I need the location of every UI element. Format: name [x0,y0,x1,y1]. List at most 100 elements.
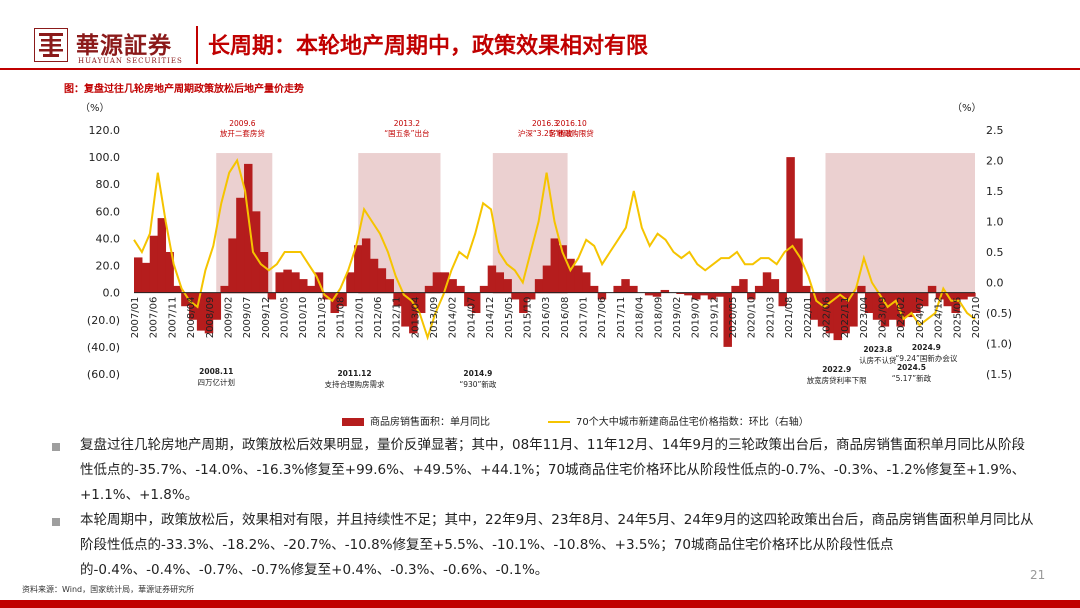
x-axis-tick: 2014/12 [485,297,496,339]
sales-bar [204,292,214,334]
left-axis-tick: 60.0 [96,205,121,218]
sales-bar [416,292,426,313]
annotation-date: 2008.11 [199,367,233,376]
left-axis-tick: 80.0 [96,178,121,191]
sales-bar [967,292,976,297]
sales-bar [534,279,544,293]
legend-line-swatch [548,421,570,423]
sales-bar [723,292,732,347]
x-axis-tick: 2015/05 [504,297,515,339]
annotation-text: 支持合理购房需求 [325,379,385,389]
sales-bar [377,268,387,293]
x-axis-tick: 2007/06 [149,297,160,339]
sales-bar [589,285,599,293]
legend-bar-label: 商品房销售面积：单月同比 [370,417,490,428]
x-axis-tick: 2014/02 [448,297,459,339]
sales-bar [495,272,505,293]
x-axis-tick: 2022/11 [840,297,851,339]
sales-bar [849,292,858,327]
annotation-text: 放宽房贷利率下限 [807,375,867,385]
policy-shade-region [825,153,975,294]
sales-bar [959,292,968,300]
legend-line: 70个大中城市新建商品住宅价格指数：环比（右轴） [548,413,809,428]
x-axis-tick: 2010/05 [280,297,291,339]
sales-bar [927,285,937,293]
sales-bar [259,252,269,293]
sales-bar [621,279,630,293]
sales-bar [794,238,803,293]
sales-bar [511,292,520,300]
bullet-icon [52,518,60,526]
x-axis-tick: 2009/07 [242,297,253,339]
right-axis-tick: 1.5 [986,185,1004,198]
x-axis-tick: 2016/08 [560,297,571,339]
sales-bar [597,292,607,300]
x-axis-tick: 2010/10 [298,297,309,339]
sales-bar [754,285,764,293]
sales-bar [715,292,725,297]
sales-bar [456,285,465,293]
figure-title: 图：复盘过往几轮房地产周期政策放松后地产量价走势 [64,84,304,95]
policy-chart: 120.0 100.0 80.0 60.0 40.0 20.0 0.0 (20.0) (40.0… [87,119,1012,389]
sales-bar [526,292,536,300]
sales-bar [354,245,363,293]
x-axis-tick: 2007/11 [167,297,178,339]
left-axis-tick: 20.0 [96,260,121,273]
sales-bar [385,279,394,293]
sales-bar [582,272,591,293]
x-axis-tick: 2008/09 [205,297,216,339]
source-note: 资料来源：Wind，国家统计局，華源证券研究所 [22,585,195,594]
sales-bar [251,211,261,293]
annotation-date: 2016.10 [556,119,587,128]
x-axis-tick: 2017/06 [597,297,608,339]
header-rule [0,68,1080,70]
annotation-text: “国五条”出台 [384,128,429,138]
annotation-date: 2014.9 [463,369,492,378]
sales-bar [244,163,253,293]
x-axis-tick: 2018/09 [653,297,664,339]
sales-bar [338,292,347,307]
right-axis-tick: 1.0 [986,216,1004,229]
sales-bar [919,292,929,307]
price-line [133,158,976,341]
x-axis-tick: 2009/02 [223,297,234,339]
sales-bar [857,285,866,293]
paragraph-1: 复盘过往几轮房地产周期，政策放松后效果明显，量价反弹显著；其中，08年11月、1… [80,437,1026,503]
left-axis-unit: （%） [80,103,110,114]
sales-bar [330,292,339,313]
x-axis-tick: 2008/04 [186,297,197,339]
sales-bar [291,272,300,293]
annotation-date: 2024.5 [897,363,926,372]
right-axis-tick: 0.5 [986,246,1004,259]
legend-bar-swatch [342,418,364,426]
right-axis-tick: (1.5) [986,368,1012,381]
left-axis-tick: (20.0) [87,314,120,327]
sales-bar [236,197,245,293]
sales-bar [361,238,371,293]
sales-bar [267,292,277,300]
sales-bar [904,292,913,318]
bullet-icon [52,443,60,451]
right-axis-tick: (1.0) [986,338,1012,351]
sales-bar [369,258,379,293]
sales-bar [157,218,167,293]
annotation-date: 2024.9 [912,343,941,352]
sales-bar [189,292,198,320]
sales-bar [699,292,709,296]
annotation-date: 2022.9 [822,365,851,374]
sales-bar [471,292,481,313]
sales-bar [770,279,780,293]
sales-bar [684,292,693,296]
brand-name: 華源証券 [76,32,172,59]
right-axis-tick: 0.0 [986,277,1004,290]
sales-bar [196,292,206,331]
annotation-text: 沪深“3.25”新政 [518,128,573,138]
x-axis-tick: 2015/10 [522,297,533,339]
x-axis-tick: 2020/05 [728,297,739,339]
right-axis-tick: 2.5 [986,124,1004,137]
sales-bar [275,272,284,293]
sales-bar [731,285,740,293]
right-axis-unit: （%） [952,103,982,114]
sales-bar [833,292,842,341]
x-axis-tick: 2025/05 [952,297,963,339]
